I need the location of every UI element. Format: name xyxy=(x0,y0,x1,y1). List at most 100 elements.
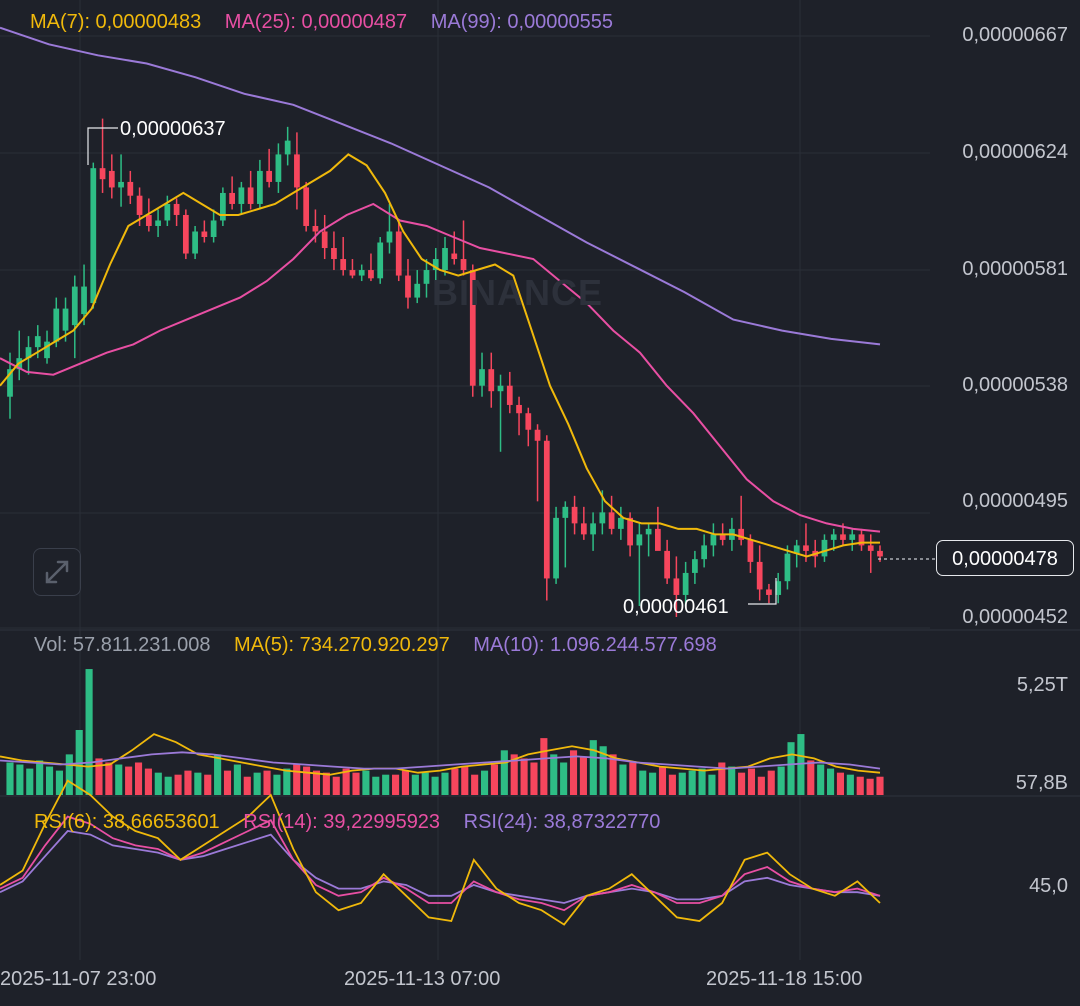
candle-body xyxy=(544,441,550,579)
low-price-label: 0,00000461 xyxy=(623,596,729,619)
volume-bar xyxy=(530,763,537,796)
volume-bar xyxy=(659,767,666,795)
candle-body xyxy=(877,551,883,557)
time-axis-tick: 2025-11-07 23:00 xyxy=(0,968,156,991)
volume-bar xyxy=(125,767,132,795)
candle-body xyxy=(266,171,272,182)
candle-body xyxy=(72,287,78,326)
candle-body xyxy=(424,270,430,284)
candle-body xyxy=(109,171,115,188)
candle-body xyxy=(553,518,559,579)
volume-bar xyxy=(283,769,290,795)
candle-body xyxy=(220,193,226,221)
volume-bar xyxy=(778,767,785,795)
volume-bar xyxy=(669,775,676,795)
candle-body xyxy=(211,220,217,237)
rsi14-legend: RSI(14): 39,22995923 xyxy=(243,811,440,833)
candle-body xyxy=(748,540,754,562)
volume-bar xyxy=(550,754,557,795)
candle-body xyxy=(396,231,402,275)
volume-bar xyxy=(412,775,419,795)
candle-body xyxy=(488,369,494,391)
candle-body xyxy=(831,534,837,540)
candle-body xyxy=(766,589,772,595)
volume-bar xyxy=(471,775,478,795)
volume-bar xyxy=(224,771,231,795)
candle-body xyxy=(674,578,680,595)
price-axis-tick: 0,00000452 xyxy=(962,606,1068,629)
price-legend: MA(7): 0,00000483 MA(25): 0,00000487 MA(… xyxy=(30,11,631,34)
candle-body xyxy=(313,226,319,232)
volume-bar xyxy=(738,773,745,795)
volume-bar xyxy=(333,777,340,795)
candle-body xyxy=(368,270,374,278)
price-axis-tick: 0,00000495 xyxy=(962,490,1068,513)
volume-bar xyxy=(402,771,409,795)
candle-body xyxy=(192,231,198,253)
volume-bar xyxy=(560,763,567,796)
volume-bar xyxy=(580,756,587,795)
vol-ma5-legend: MA(5): 734.270.920.297 xyxy=(234,634,450,656)
current-price-tag[interactable]: 0,00000478 xyxy=(936,540,1074,576)
candle-body xyxy=(711,534,717,545)
volume-bar xyxy=(392,775,399,795)
expand-icon xyxy=(34,549,80,595)
volume-bar xyxy=(145,769,152,795)
volume-bar xyxy=(540,738,547,795)
volume-bar xyxy=(451,769,458,795)
candle-body xyxy=(785,554,791,582)
candle-body xyxy=(331,248,337,259)
volume-bar xyxy=(352,773,359,795)
rsi24-line xyxy=(0,831,880,903)
candle-body xyxy=(646,529,652,535)
candle-body xyxy=(146,215,152,226)
candle-body xyxy=(405,276,411,298)
expand-chart-button[interactable] xyxy=(33,548,81,596)
candle-body xyxy=(90,168,96,303)
candle-body xyxy=(322,231,328,248)
volume-bar xyxy=(382,775,389,795)
candle-body xyxy=(849,534,855,540)
volume-bar xyxy=(857,777,864,795)
volume-bar xyxy=(649,773,656,795)
volume-bar xyxy=(263,771,270,795)
volume-bar xyxy=(234,765,241,795)
candle-body xyxy=(276,154,282,182)
candle-body xyxy=(164,204,170,221)
candle-body xyxy=(340,259,346,270)
volume-bar xyxy=(303,767,310,795)
price-axis-tick: 0,00000667 xyxy=(962,24,1068,47)
watermark-logo: BINANCE xyxy=(432,272,603,314)
candle-body xyxy=(174,204,180,215)
candle-body xyxy=(53,309,59,342)
candle-body xyxy=(609,512,615,529)
volume-bar xyxy=(837,773,844,795)
volume-bar xyxy=(787,742,794,795)
candle-body xyxy=(562,507,568,518)
candle-body xyxy=(757,562,763,590)
candle-body xyxy=(127,182,133,196)
candle-body xyxy=(590,523,596,534)
volume-bar xyxy=(273,775,280,795)
price-axis-tick: 0,00000581 xyxy=(962,258,1068,281)
candle-body xyxy=(155,220,161,226)
volume-bar xyxy=(105,763,112,796)
candle-body xyxy=(201,231,207,237)
volume-bar xyxy=(36,760,43,795)
volume-bar xyxy=(748,769,755,795)
candle-body xyxy=(581,523,587,534)
candle-body xyxy=(35,336,41,347)
volume-bar xyxy=(817,765,824,795)
volume-bar xyxy=(155,773,162,795)
candle-body xyxy=(387,231,393,242)
volume-bar xyxy=(708,775,715,795)
candle-body xyxy=(683,573,689,595)
candle-body xyxy=(183,215,189,254)
volume-axis-tick: 5,25T xyxy=(1017,674,1068,697)
candle-body xyxy=(618,518,624,529)
volume-bar xyxy=(165,777,172,795)
volume-bar xyxy=(689,771,696,795)
candle-body xyxy=(655,529,661,551)
